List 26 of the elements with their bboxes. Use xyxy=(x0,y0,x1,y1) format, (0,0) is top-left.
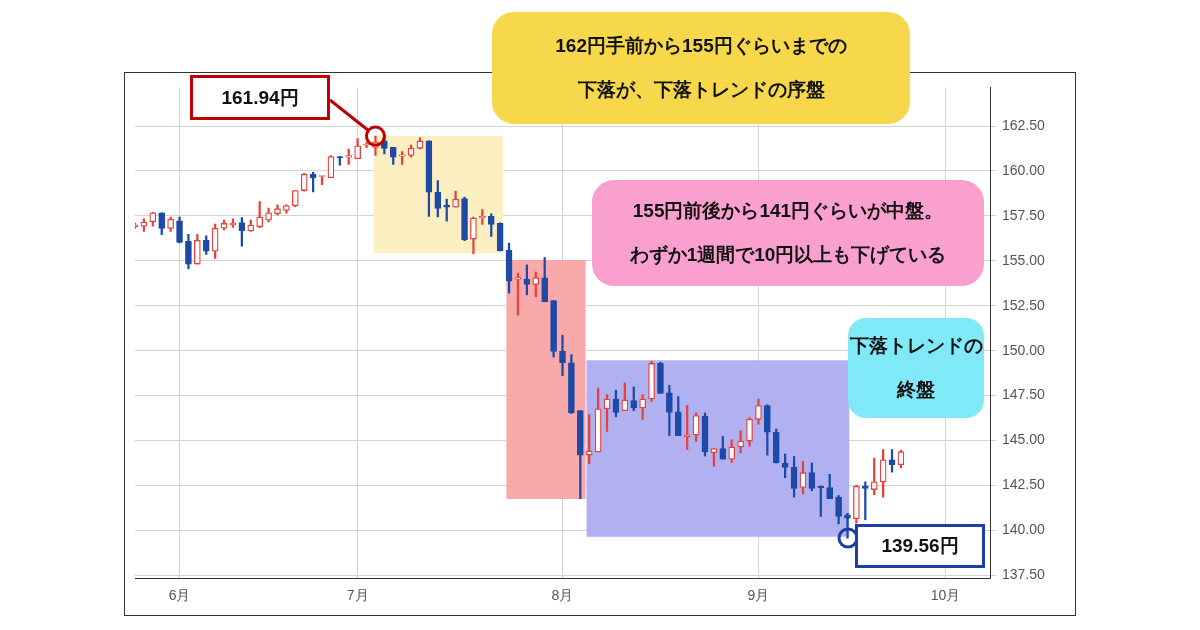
callout-box: 139.56円 xyxy=(855,524,985,568)
candlestick xyxy=(844,512,851,539)
y-tick-label: 152.50 xyxy=(1002,296,1046,313)
x-tick-label: 8月 xyxy=(551,587,574,604)
x-tick-label: 6月 xyxy=(168,587,191,604)
y-tick-label: 150.00 xyxy=(1002,341,1046,358)
y-tick-label: 140.00 xyxy=(1002,521,1046,538)
candlestick xyxy=(559,334,566,376)
y-tick-label: 137.50 xyxy=(1002,566,1046,583)
x-tick-label: 10月 xyxy=(930,587,961,604)
y-tick-label: 142.50 xyxy=(1002,476,1046,493)
y-tick-label: 145.00 xyxy=(1002,431,1046,448)
candlestick xyxy=(737,430,744,454)
y-tick-label: 162.50 xyxy=(1002,116,1046,133)
x-tick-label: 9月 xyxy=(747,587,770,604)
annotation: 161.94円 xyxy=(221,85,299,110)
y-tick-label: 160.00 xyxy=(1002,161,1046,178)
annotation: 139.56円 xyxy=(881,534,959,558)
y-tick-label: 157.50 xyxy=(1002,206,1046,223)
callout-box: 162円手前から155円ぐらいまでの下落が、下落トレンドの序盤 xyxy=(492,12,910,124)
y-tick-label: 155.00 xyxy=(1002,251,1046,268)
y-tick-label: 147.50 xyxy=(1002,386,1046,403)
x-tick-label: 7月 xyxy=(346,587,369,604)
callout-box: 下落トレンドの終盤 xyxy=(848,318,984,418)
callout-box: 155円前後から141円ぐらいが中盤。わずか1週間で10円以上も下げている xyxy=(592,180,984,286)
callout-box: 161.94円 xyxy=(190,75,330,120)
